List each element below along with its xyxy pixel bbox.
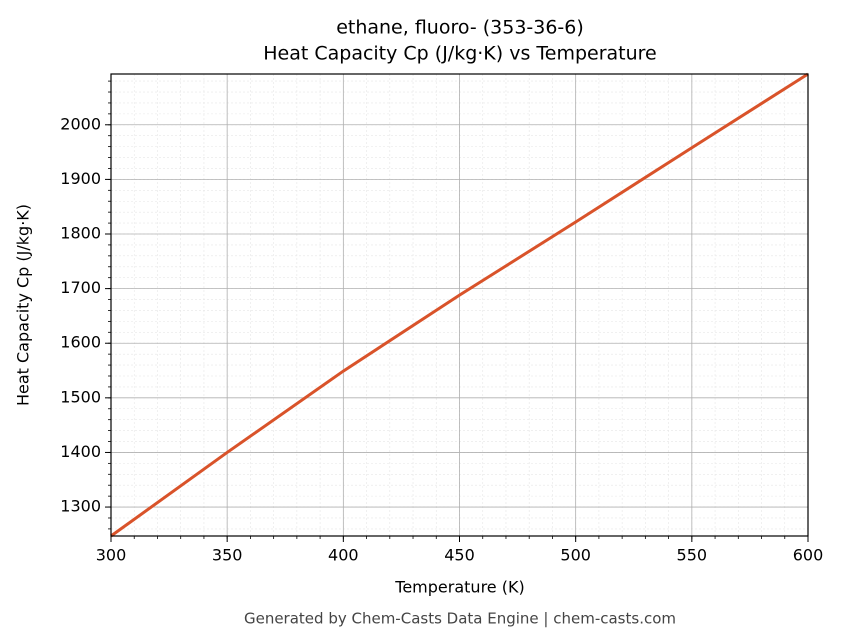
chart-title: ethane, fluoro- (353-36-6)	[336, 17, 584, 39]
x-tick-label: 300	[96, 546, 127, 565]
x-tick-label: 350	[212, 546, 243, 565]
y-tick-label: 1700	[60, 278, 101, 297]
y-axis-label: Heat Capacity Cp (J/kg·K)	[14, 204, 33, 406]
y-tick-label: 1300	[60, 497, 101, 516]
x-tick-label: 450	[444, 546, 475, 565]
y-tick-label: 1500	[60, 387, 101, 406]
x-tick-label: 600	[793, 546, 824, 565]
y-tick-label: 2000	[60, 114, 101, 133]
plot-frame	[110, 73, 809, 537]
y-tick-label: 1900	[60, 169, 101, 188]
y-tick-label: 1800	[60, 224, 101, 243]
x-axis-label: Temperature (K)	[394, 578, 524, 597]
x-tick-label: 550	[677, 546, 708, 565]
y-tick-label: 1400	[60, 442, 101, 461]
data-line	[110, 72, 809, 538]
footer: Generated by Chem-Casts Data Engine | ch…	[244, 610, 676, 628]
chart-subtitle: Heat Capacity Cp (J/kg·K) vs Temperature	[263, 43, 657, 65]
x-tick-label: 500	[560, 546, 591, 565]
x-tick-label: 400	[328, 546, 359, 565]
y-tick-label: 1600	[60, 333, 101, 352]
